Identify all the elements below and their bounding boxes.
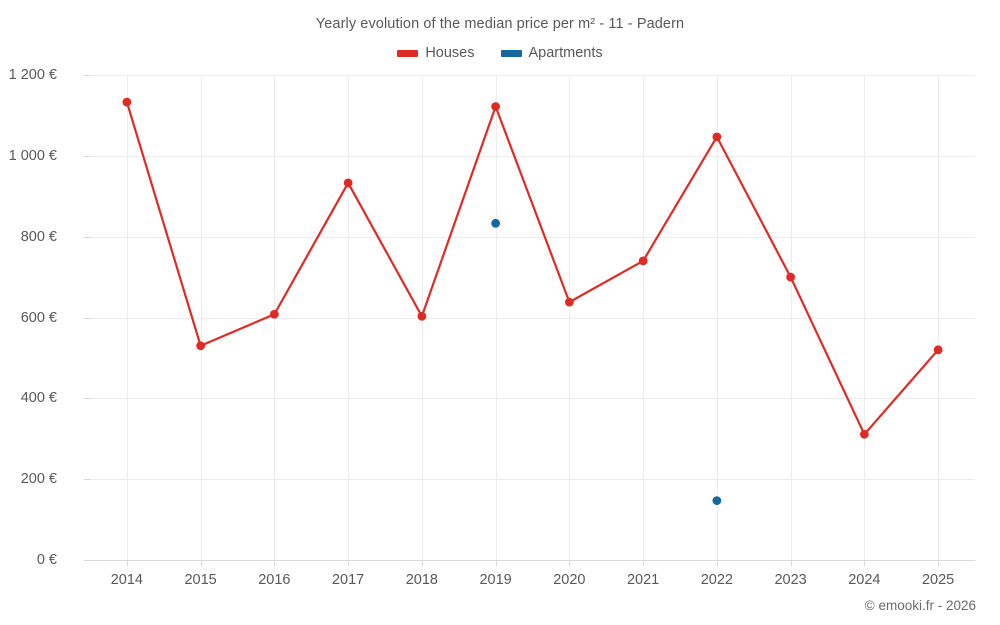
x-tick-label: 2016 (258, 572, 291, 588)
series-line-houses (125, 100, 940, 436)
gridline-x (938, 75, 940, 560)
footer-credit: © emooki.fr - 2026 (864, 598, 976, 613)
data-point-houses-2017[interactable] (343, 178, 353, 188)
x-tick-mark (790, 560, 792, 566)
x-tick-mark (348, 560, 350, 566)
data-point-houses-2019[interactable] (491, 102, 501, 111)
legend-item-apartments[interactable]: Apartments (500, 45, 603, 61)
x-tick-label: 2023 (774, 572, 807, 588)
y-tick-mark (84, 560, 90, 561)
x-tick-mark (495, 560, 497, 566)
y-tick-label: 1 000 € (8, 147, 57, 164)
data-point-houses-2020[interactable] (564, 297, 574, 307)
y-tick-label: 200 € (20, 471, 57, 488)
gridline-x (126, 75, 128, 560)
legend-swatch-apartments (500, 49, 522, 57)
y-tick-label: 0 € (36, 552, 57, 568)
x-tick-mark (864, 560, 866, 566)
gridline-y (90, 75, 975, 76)
legend-swatch-houses (397, 49, 419, 57)
x-axis-line (90, 560, 975, 561)
x-tick-mark (274, 560, 276, 566)
data-point-houses-2016[interactable] (269, 309, 279, 319)
series-layer (122, 97, 943, 505)
x-tick-mark (643, 560, 645, 566)
x-tick-label: 2024 (848, 572, 881, 588)
data-point-houses-2021[interactable] (638, 256, 648, 266)
gridline-x (348, 75, 350, 560)
x-tick-label: 2022 (700, 572, 733, 588)
y-tick-mark (84, 236, 90, 238)
y-tick-mark (84, 75, 90, 76)
x-tick-mark (716, 560, 718, 566)
x-tick-mark (938, 560, 940, 566)
data-point-apartments-2022[interactable] (712, 496, 722, 505)
x-tick-mark (569, 560, 571, 566)
legend-item-houses[interactable]: Houses (397, 45, 475, 61)
data-point-houses-2015[interactable] (196, 341, 206, 351)
data-point-houses-2022[interactable] (712, 132, 722, 142)
gridline-y (90, 317, 975, 319)
x-tick-label: 2018 (405, 572, 438, 588)
x-tick-label: 2021 (626, 572, 660, 588)
y-tick-label: 600 € (20, 309, 57, 326)
data-point-apartments-2019[interactable] (491, 218, 501, 228)
gridline-y (90, 479, 975, 481)
y-tick-mark (84, 398, 90, 400)
y-tick-label: 800 € (20, 228, 57, 245)
gridline-x (864, 75, 866, 560)
x-tick-label: 2025 (921, 572, 955, 588)
gridline-y (90, 398, 975, 400)
gridline-x (200, 75, 202, 560)
x-tick-mark (200, 560, 202, 566)
x-tick-label: 2020 (553, 572, 586, 588)
chart-legend: Houses Apartments (0, 45, 1000, 61)
gridline-x (569, 75, 571, 560)
data-point-houses-2025[interactable] (933, 345, 943, 355)
y-tick-mark (84, 317, 90, 319)
data-point-houses-2018[interactable] (417, 311, 427, 321)
plot-area: 0 € 200 € 400 € 600 € 800 € 1 000 € 1 200 € 20… (9, 67, 975, 588)
gridline-y (90, 155, 975, 157)
data-point-houses-2024[interactable] (859, 429, 869, 439)
gridline-x (790, 75, 792, 560)
legend-label-houses: Houses (425, 45, 475, 61)
legend-label-apartments: Apartments (528, 45, 603, 61)
gridline-x (495, 75, 497, 560)
gridline-x (716, 75, 718, 560)
y-tick-label: 1 200 € (8, 67, 57, 83)
x-tick-mark (126, 560, 128, 566)
data-point-houses-2014[interactable] (122, 97, 132, 107)
y-tick-mark (84, 479, 90, 481)
x-tick-mark (421, 560, 423, 566)
x-tick-label: 2019 (479, 572, 512, 588)
data-point-houses-2023[interactable] (786, 272, 796, 282)
y-tick-mark (84, 155, 90, 157)
y-tick-label: 400 € (20, 390, 57, 407)
gridline-x (643, 75, 645, 560)
x-tick-label: 2014 (110, 572, 143, 588)
gridline-y (90, 236, 975, 238)
x-tick-label: 2017 (331, 572, 365, 588)
x-tick-label: 2015 (184, 572, 217, 588)
chart-title: Yearly evolution of the median price per… (315, 16, 685, 32)
